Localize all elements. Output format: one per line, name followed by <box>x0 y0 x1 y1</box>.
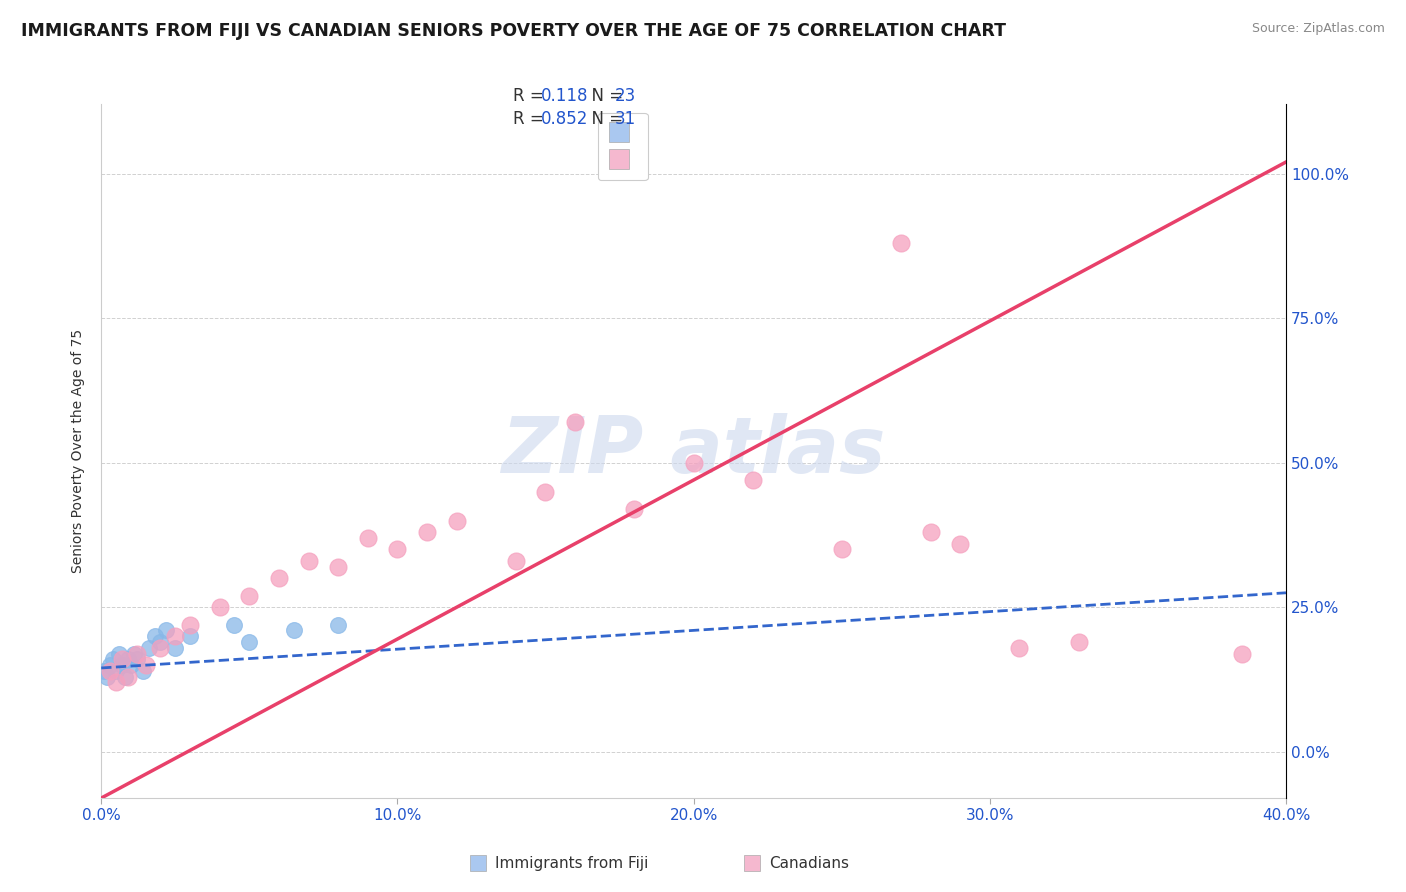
Text: ZIP atlas: ZIP atlas <box>502 413 886 489</box>
Point <box>135 658 157 673</box>
Point <box>564 415 586 429</box>
Text: Source: ZipAtlas.com: Source: ZipAtlas.com <box>1251 22 1385 36</box>
Point <box>114 670 136 684</box>
Legend: , : , <box>598 112 648 180</box>
Point <box>741 473 763 487</box>
Point <box>98 658 121 673</box>
Point <box>143 629 166 643</box>
Text: R =: R = <box>513 87 550 105</box>
Text: R =: R = <box>513 110 550 128</box>
Point <box>125 652 148 666</box>
Point <box>131 664 153 678</box>
Text: IMMIGRANTS FROM FIJI VS CANADIAN SENIORS POVERTY OVER THE AGE OF 75 CORRELATION : IMMIGRANTS FROM FIJI VS CANADIAN SENIORS… <box>21 22 1007 40</box>
Point <box>165 640 187 655</box>
Point <box>949 536 972 550</box>
Text: Immigrants from Fiji: Immigrants from Fiji <box>495 856 648 871</box>
Point <box>155 624 177 638</box>
Point <box>238 635 260 649</box>
Text: 23: 23 <box>614 87 636 105</box>
Point <box>534 484 557 499</box>
Text: N =: N = <box>581 87 628 105</box>
Point <box>1008 640 1031 655</box>
Point <box>117 670 139 684</box>
Point <box>165 629 187 643</box>
Point <box>682 456 704 470</box>
Point <box>328 559 350 574</box>
Point <box>179 617 201 632</box>
Point <box>416 525 439 540</box>
Point <box>357 531 380 545</box>
Point <box>387 542 409 557</box>
Point <box>224 617 246 632</box>
Point <box>283 624 305 638</box>
Point <box>505 554 527 568</box>
Point <box>208 600 231 615</box>
Y-axis label: Seniors Poverty Over the Age of 75: Seniors Poverty Over the Age of 75 <box>72 329 86 574</box>
Point <box>93 664 115 678</box>
Point <box>138 640 160 655</box>
Point <box>101 652 124 666</box>
Point <box>98 664 121 678</box>
Text: Canadians: Canadians <box>769 856 849 871</box>
Point <box>108 647 131 661</box>
Point <box>297 554 319 568</box>
Point <box>1230 647 1253 661</box>
Point <box>238 589 260 603</box>
Point <box>179 629 201 643</box>
Text: N =: N = <box>581 110 628 128</box>
Point <box>890 235 912 250</box>
Point <box>105 675 128 690</box>
Text: 0.118: 0.118 <box>541 87 589 105</box>
Point <box>96 670 118 684</box>
Point <box>623 502 645 516</box>
Point <box>111 658 134 673</box>
Point <box>446 514 468 528</box>
Point <box>122 647 145 661</box>
Point <box>149 635 172 649</box>
Text: 31: 31 <box>614 110 636 128</box>
Text: 0.852: 0.852 <box>541 110 589 128</box>
Point <box>1067 635 1090 649</box>
Point <box>920 525 942 540</box>
Point <box>328 617 350 632</box>
Point <box>117 652 139 666</box>
Point <box>149 640 172 655</box>
Point <box>267 571 290 585</box>
Point <box>105 664 128 678</box>
Point <box>125 647 148 661</box>
Point <box>120 658 142 673</box>
Point <box>831 542 853 557</box>
Point <box>111 652 134 666</box>
